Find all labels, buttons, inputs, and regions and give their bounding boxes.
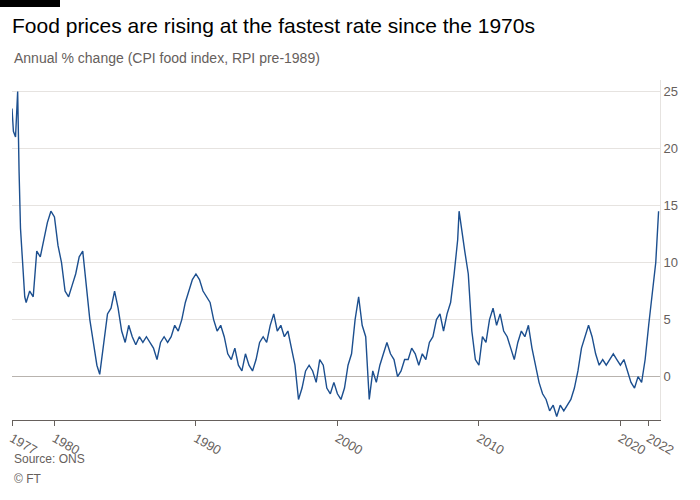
svg-text:10: 10 [664, 255, 678, 270]
svg-text:5: 5 [664, 312, 671, 327]
svg-text:Food prices are rising at the: Food prices are rising at the fastest ra… [12, 14, 535, 37]
svg-text:20: 20 [664, 141, 678, 156]
svg-text:© FT: © FT [14, 472, 42, 486]
svg-text:25: 25 [664, 84, 678, 99]
svg-text:2022: 2022 [644, 430, 677, 457]
svg-text:15: 15 [664, 198, 678, 213]
svg-text:1980: 1980 [50, 430, 83, 457]
svg-text:2000: 2000 [333, 430, 366, 457]
svg-text:2020: 2020 [616, 430, 649, 457]
svg-text:1977: 1977 [7, 430, 40, 457]
svg-text:2010: 2010 [474, 430, 507, 457]
svg-text:0: 0 [664, 369, 671, 384]
svg-text:Source: ONS: Source: ONS [14, 452, 85, 466]
svg-text:1990: 1990 [191, 430, 224, 457]
svg-text:Annual % change (CPI food inde: Annual % change (CPI food index, RPI pre… [14, 50, 320, 66]
